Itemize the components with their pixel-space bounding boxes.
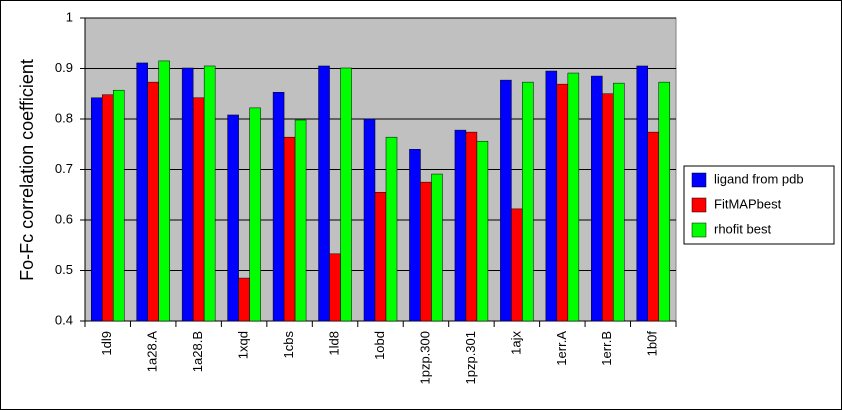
bar [636, 65, 649, 322]
bar [203, 65, 216, 322]
bar [340, 67, 352, 322]
bar [181, 67, 194, 322]
y-tick-label: 0.5 [55, 262, 73, 277]
bar [500, 79, 512, 322]
legend-label: rhofit best [714, 221, 771, 236]
bar [363, 118, 376, 322]
y-tick-label: 0.9 [55, 60, 73, 75]
legend-swatch [691, 172, 707, 188]
bar [136, 62, 148, 322]
bar [318, 65, 330, 322]
x-tick-label: 1ld8 [326, 331, 341, 356]
bar [385, 136, 398, 322]
x-tick-label: 1b0f [645, 331, 660, 357]
bar [613, 82, 625, 322]
x-tick-label: 1ajx [508, 331, 523, 355]
bar [158, 60, 170, 322]
bar [545, 70, 558, 322]
bar [454, 129, 467, 322]
x-tick-label: 1pzp.300 [417, 331, 432, 385]
bar [329, 253, 341, 322]
y-tick-label: 0.7 [55, 161, 73, 176]
bar [294, 119, 307, 322]
bar [420, 181, 432, 322]
bar [522, 81, 534, 322]
bar [272, 91, 285, 322]
bar [227, 114, 239, 322]
legend-label: ligand from pdb [714, 171, 804, 186]
bar [602, 93, 614, 322]
bar [409, 149, 421, 322]
bar [567, 72, 580, 322]
bar [591, 75, 603, 322]
bar [658, 81, 671, 322]
bar [476, 140, 489, 322]
y-axis-title: Fo-Fc correlation coefficient [17, 59, 37, 281]
bar [249, 107, 261, 322]
x-tick-label: 1pzp.301 [463, 331, 478, 385]
bar [511, 208, 523, 322]
y-tick-label: 0.8 [55, 110, 73, 125]
x-tick-label: 1a28.B [190, 331, 205, 372]
bar [556, 83, 569, 322]
y-tick-label: 0.4 [55, 312, 73, 327]
bar [465, 131, 478, 322]
bar [192, 97, 205, 322]
legend-label: FitMAPbest [714, 196, 782, 211]
x-tick-label: 1obd [372, 331, 387, 360]
y-tick-label: 0.6 [55, 211, 73, 226]
bar [431, 173, 443, 322]
x-tick-label: 1err.A [554, 331, 569, 366]
legend-swatch [691, 222, 707, 238]
bar [238, 277, 250, 322]
x-tick-label: 1dl9 [99, 331, 114, 356]
legend-swatch [691, 197, 707, 213]
bar [101, 94, 114, 322]
x-tick-label: 1a28.A [145, 331, 160, 373]
x-tick-label: 1err.B [599, 331, 614, 366]
y-tick-label: 1 [66, 9, 73, 24]
bar [283, 136, 296, 322]
x-tick-label: 1cbs [281, 331, 296, 359]
bar [374, 191, 387, 322]
bar [112, 89, 125, 322]
bar [90, 97, 103, 322]
bar [647, 131, 660, 322]
legend-box [683, 165, 835, 245]
x-tick-label: 1xqd [236, 331, 251, 359]
bar [147, 81, 159, 322]
